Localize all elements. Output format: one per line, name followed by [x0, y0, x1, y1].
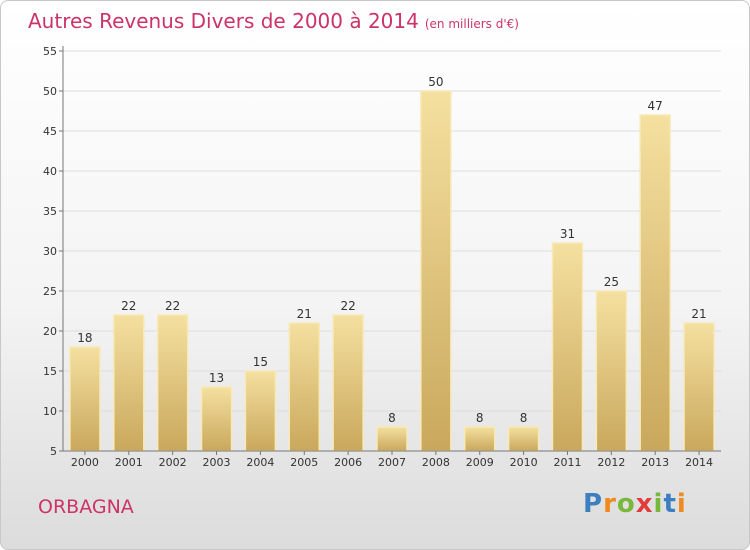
x-tick-label: 2005 — [290, 456, 318, 469]
bar — [113, 314, 145, 452]
x-tick-label: 2011 — [553, 456, 581, 469]
data-label: 22 — [340, 299, 355, 313]
x-tick-label: 2001 — [115, 456, 143, 469]
bar — [288, 322, 321, 452]
y-tick-label: 55 — [43, 45, 57, 58]
bar — [463, 426, 496, 452]
x-tick-label: 2010 — [510, 456, 538, 469]
data-label: 8 — [520, 411, 528, 425]
data-label: 15 — [253, 355, 268, 369]
proxiti-logo: Proxiti — [583, 489, 687, 519]
data-label: 13 — [209, 371, 224, 385]
x-tick-label: 2003 — [203, 456, 231, 469]
x-tick-label: 2002 — [159, 456, 187, 469]
bar — [69, 346, 101, 452]
y-tick-label: 40 — [43, 165, 57, 178]
x-tick-label: 2006 — [334, 456, 362, 469]
bar — [639, 114, 671, 452]
data-labels: 18 22 22 13 15 21 22 8 50 8 8 31 25 47 21 — [77, 75, 706, 425]
data-label: 50 — [428, 75, 443, 89]
data-label: 8 — [476, 411, 484, 425]
x-tick-label: 2007 — [378, 456, 406, 469]
y-tick-label: 50 — [43, 85, 57, 98]
data-label: 21 — [297, 307, 312, 321]
unit-note: (en milliers d'€) — [424, 17, 519, 31]
y-tick-label: 20 — [43, 325, 57, 338]
bar — [244, 370, 277, 452]
y-tick-label: 10 — [43, 405, 57, 418]
y-tick-label: 45 — [43, 125, 57, 138]
bar — [420, 90, 452, 452]
x-tick-label: 2004 — [246, 456, 274, 469]
data-label: 47 — [648, 99, 663, 113]
bar — [200, 386, 233, 452]
bar — [595, 290, 628, 452]
bar — [376, 426, 408, 452]
bars — [69, 90, 715, 452]
x-tick-label: 2000 — [71, 456, 99, 469]
x-tick-label: 2008 — [422, 456, 450, 469]
x-tick-label: 2012 — [597, 456, 625, 469]
y-tick-label: 35 — [43, 205, 57, 218]
data-label: 25 — [604, 275, 619, 289]
y-tick-label: 5 — [50, 445, 57, 458]
chart-title: Autres Revenus Divers de 2000 à 2014 (en … — [28, 9, 519, 33]
data-label: 8 — [388, 411, 396, 425]
bar — [507, 426, 540, 452]
bar — [156, 314, 189, 452]
y-tick-label: 15 — [43, 365, 57, 378]
bar — [551, 242, 584, 452]
y-tick-label: 30 — [43, 245, 57, 258]
x-tick-label: 2014 — [685, 456, 713, 469]
axes: 5 10 15 20 25 30 35 40 45 50 55 2000 2001 2002 2003 200… — [43, 45, 721, 469]
title-text: Autres Revenus Divers de 2000 à 2014 — [28, 9, 419, 33]
data-label: 31 — [560, 227, 575, 241]
x-tick-label: 2009 — [466, 456, 494, 469]
data-label: 18 — [77, 331, 92, 345]
y-tick-label: 25 — [43, 285, 57, 298]
data-label: 22 — [121, 299, 136, 313]
bar — [683, 322, 715, 452]
x-tick-label: 2013 — [641, 456, 669, 469]
data-label: 22 — [165, 299, 180, 313]
bar — [332, 314, 364, 452]
commune-name: ORBAGNA — [38, 496, 134, 518]
data-label: 21 — [691, 307, 706, 321]
